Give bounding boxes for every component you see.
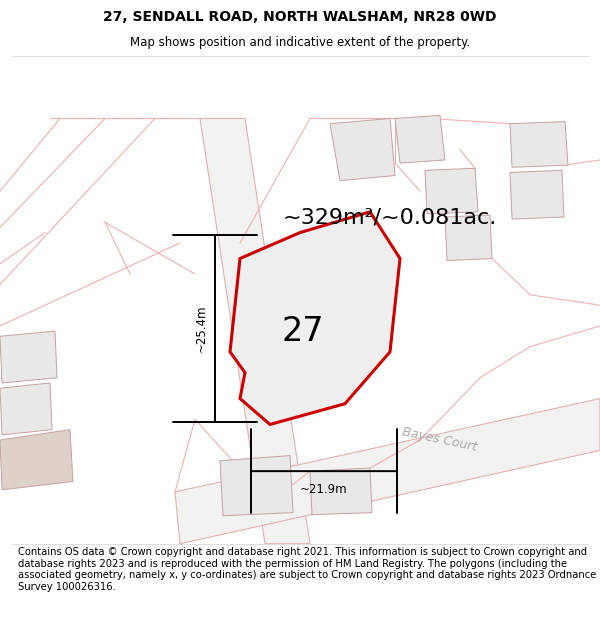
Polygon shape bbox=[330, 119, 395, 181]
Polygon shape bbox=[425, 168, 478, 214]
Text: ~329m²/~0.081ac.: ~329m²/~0.081ac. bbox=[283, 207, 497, 227]
Polygon shape bbox=[230, 212, 400, 424]
Polygon shape bbox=[220, 456, 293, 516]
Text: ~25.4m: ~25.4m bbox=[194, 305, 208, 352]
Text: Sendall Road: Sendall Road bbox=[241, 316, 275, 398]
Polygon shape bbox=[0, 429, 73, 490]
Text: 27: 27 bbox=[281, 315, 325, 348]
Text: Bayes Court: Bayes Court bbox=[401, 426, 479, 454]
Polygon shape bbox=[0, 331, 57, 383]
Polygon shape bbox=[310, 468, 372, 515]
Text: 27, SENDALL ROAD, NORTH WALSHAM, NR28 0WD: 27, SENDALL ROAD, NORTH WALSHAM, NR28 0W… bbox=[103, 10, 497, 24]
Polygon shape bbox=[200, 119, 310, 544]
Text: Contains OS data © Crown copyright and database right 2021. This information is : Contains OS data © Crown copyright and d… bbox=[18, 547, 596, 592]
Polygon shape bbox=[175, 399, 600, 544]
Polygon shape bbox=[510, 122, 568, 168]
Text: Map shows position and indicative extent of the property.: Map shows position and indicative extent… bbox=[130, 36, 470, 49]
Text: ~21.9m: ~21.9m bbox=[300, 483, 348, 496]
Polygon shape bbox=[0, 383, 52, 435]
Polygon shape bbox=[510, 171, 564, 219]
Polygon shape bbox=[395, 116, 445, 163]
Polygon shape bbox=[445, 215, 492, 261]
